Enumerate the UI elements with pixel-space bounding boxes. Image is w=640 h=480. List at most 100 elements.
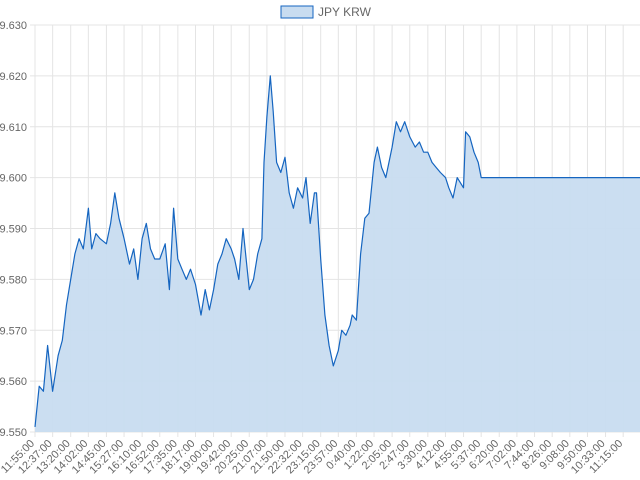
data-point [82, 247, 85, 250]
data-point [309, 222, 312, 225]
data-point [468, 135, 471, 138]
data-point [477, 161, 480, 164]
data-point [418, 141, 421, 144]
data-point [262, 161, 265, 164]
data-point [283, 156, 286, 159]
data-point [216, 263, 219, 266]
data-point [391, 146, 394, 149]
data-point [233, 258, 236, 261]
data-point [403, 120, 406, 123]
data-point [586, 176, 589, 179]
data-point [118, 217, 121, 220]
data-point [149, 247, 152, 250]
data-point [373, 161, 376, 164]
data-point [109, 222, 112, 225]
data-point [46, 344, 49, 347]
data-point [376, 146, 379, 149]
data-point [344, 334, 347, 337]
data-point [452, 196, 455, 199]
y-tick-label: 9.630 [0, 20, 27, 32]
data-point [435, 166, 438, 169]
data-point [164, 242, 167, 245]
data-point [73, 252, 76, 255]
data-point [105, 242, 108, 245]
data-point [128, 263, 131, 266]
data-point [272, 110, 275, 113]
data-point [473, 151, 476, 154]
y-tick-label: 9.600 [0, 173, 27, 185]
data-point [426, 151, 429, 154]
data-point [292, 207, 295, 210]
data-point [260, 237, 263, 240]
y-tick-label: 9.580 [0, 274, 27, 286]
y-tick-label: 9.570 [0, 325, 27, 337]
data-point [380, 166, 383, 169]
data-point [456, 176, 459, 179]
data-point [444, 176, 447, 179]
data-point [90, 247, 93, 250]
data-point [34, 425, 37, 428]
data-point [176, 258, 179, 261]
data-point [189, 268, 192, 271]
data-point [158, 258, 161, 261]
data-point [340, 329, 343, 332]
data-point [515, 176, 518, 179]
data-point [65, 303, 68, 306]
data-point [94, 232, 97, 235]
data-point [368, 212, 371, 215]
data-point [132, 247, 135, 250]
series-area-jpy-krw [35, 75, 640, 433]
data-point [384, 176, 387, 179]
data-point [332, 364, 335, 367]
data-point [38, 385, 41, 388]
data-point [113, 191, 116, 194]
data-point [337, 349, 340, 352]
data-point [61, 339, 64, 342]
data-point [256, 252, 259, 255]
data-point [145, 222, 148, 225]
data-point [42, 390, 45, 393]
data-point [252, 278, 255, 281]
data-point [230, 247, 233, 250]
data-point [269, 74, 272, 77]
data-point [199, 313, 202, 316]
data-point [315, 191, 318, 194]
data-point [422, 151, 425, 154]
data-point [99, 237, 102, 240]
data-point [241, 227, 244, 230]
y-tick-label: 9.590 [0, 224, 27, 236]
data-point [462, 186, 465, 189]
data-point [141, 237, 144, 240]
data-point [296, 186, 299, 189]
data-point [181, 268, 184, 271]
data-point [168, 288, 171, 291]
legend[interactable]: JPY KRW [280, 5, 372, 19]
data-point [288, 191, 291, 194]
data-point [208, 308, 211, 311]
data-point [604, 176, 607, 179]
data-point [408, 135, 411, 138]
data-point [185, 278, 188, 281]
data-point [220, 252, 223, 255]
y-tick-label: 9.550 [0, 427, 27, 439]
data-point [301, 196, 304, 199]
y-tick-label: 9.620 [0, 71, 27, 83]
series-line-jpy-krw [34, 75, 640, 427]
data-point [248, 288, 251, 291]
data-point [439, 171, 442, 174]
data-point [349, 324, 352, 327]
data-point [622, 176, 625, 179]
data-point [304, 176, 307, 179]
data-point [153, 258, 156, 261]
data-point [237, 278, 240, 281]
data-point [355, 319, 358, 322]
data-point [136, 278, 139, 281]
data-point [533, 176, 536, 179]
data-point [395, 120, 398, 123]
data-point [319, 258, 322, 261]
data-point [481, 176, 484, 179]
data-point [363, 217, 366, 220]
data-point [265, 115, 268, 118]
data-point [431, 161, 434, 164]
